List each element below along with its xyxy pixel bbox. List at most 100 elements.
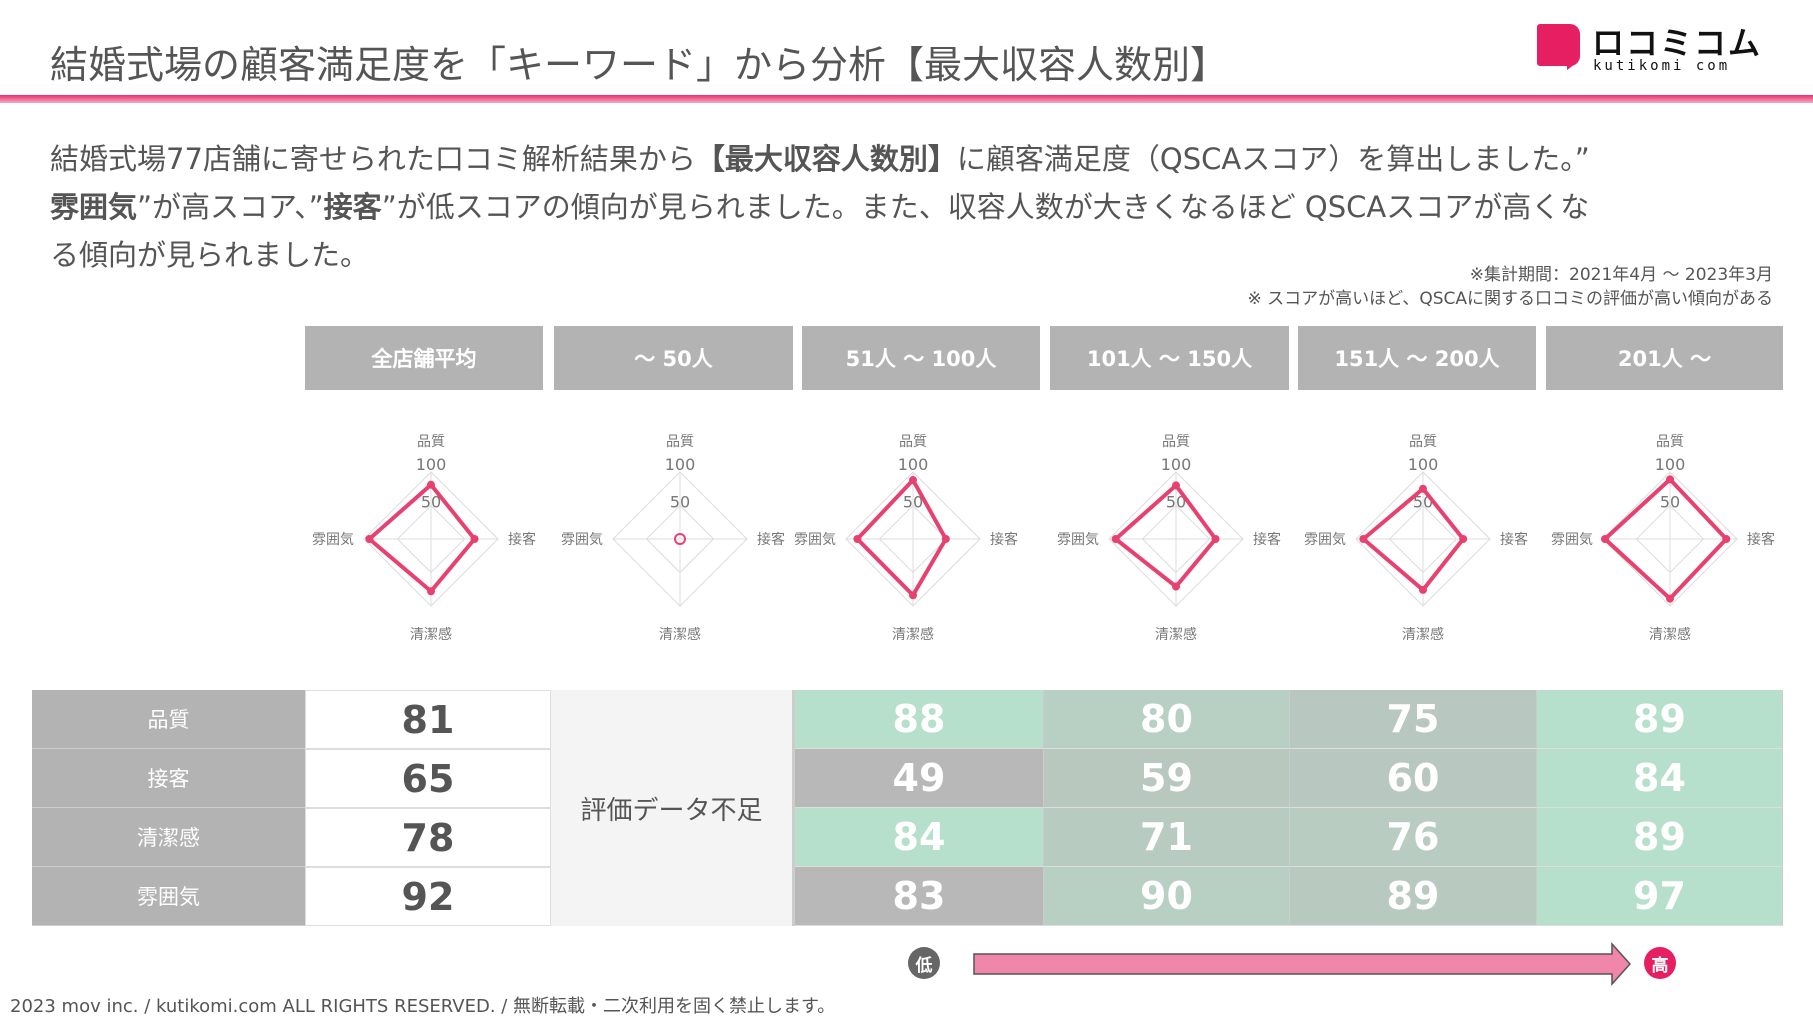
radar-axis-label: 接客: [508, 531, 536, 548]
intro-text: に顧客満足度（QSCAスコア）を算出しました。”: [956, 142, 1590, 176]
column-header: ～ 50人: [554, 326, 793, 390]
score-cell: 75: [1290, 690, 1537, 749]
score-cell: 97: [1537, 867, 1783, 926]
low-badge: 低: [908, 947, 940, 979]
radar-point: [1419, 585, 1427, 594]
radar-tick-label: 50: [1166, 493, 1186, 512]
score-cell: 60: [1290, 749, 1537, 808]
score-cell: 83: [795, 867, 1044, 926]
radar-point: [365, 535, 374, 543]
radar-axis-label: 雰囲気: [1057, 532, 1099, 548]
score-cell: 90: [1044, 867, 1290, 926]
score-cell: 59: [1044, 749, 1290, 808]
intro-text: 結婚式場77店舗に寄せられた口コミ解析結果から: [50, 142, 696, 176]
row-label: 品質: [32, 690, 305, 749]
radar-tick-label: 50: [1660, 493, 1680, 512]
radar-point: [853, 535, 862, 543]
logo-subtext: kutikomi com: [1593, 58, 1731, 74]
radar-point: [1111, 535, 1120, 543]
score-cell: 49: [795, 749, 1044, 808]
score-cell: 89: [1290, 867, 1537, 926]
intro-line-2: 雰囲気”が高スコア、”接客”が低スコアの傾向が見られました。また、収容人数が大き…: [50, 184, 1589, 226]
radar-axis-label: 品質: [1656, 434, 1684, 450]
radar-axis-label: 接客: [757, 531, 785, 548]
radar-series: [855, 478, 948, 598]
note-period: ※集計期間：2021年4月 ～ 2023年3月: [1469, 265, 1773, 285]
footer-copyright: 2023 mov inc. / kutikomi.com ALL RIGHTS …: [10, 996, 836, 1017]
score-cell: 71: [1044, 808, 1290, 867]
average-score: 92: [305, 867, 551, 926]
radar-axis-label: 清潔感: [892, 626, 934, 643]
intro-text: ”が高スコア、”: [137, 190, 324, 224]
row-label: 清潔感: [32, 808, 305, 867]
radar-point: [674, 533, 686, 545]
radar-tick-label: 100: [665, 455, 696, 474]
radar-point: [1172, 582, 1180, 591]
score-cell: 80: [1044, 690, 1290, 749]
radar-point: [1722, 535, 1731, 543]
radar-axis-label: 雰囲気: [794, 532, 836, 548]
radar-point: [909, 591, 917, 600]
no-data-cell: 評価データ不足: [551, 690, 795, 926]
radar-tick-label: 100: [1161, 455, 1192, 474]
radar-axis-label: 品質: [1162, 434, 1190, 450]
average-score: 78: [305, 808, 551, 867]
radar-point: [1666, 475, 1674, 484]
score-cell: 88: [795, 690, 1044, 749]
radar-point: [941, 535, 950, 543]
radar-axis-label: 雰囲気: [1304, 532, 1346, 548]
radar-axis-label: 清潔感: [1649, 626, 1691, 643]
radar-axis-label: 雰囲気: [1551, 532, 1593, 548]
radar-point: [470, 535, 479, 543]
column-header: 101人 ～ 150人: [1050, 326, 1289, 390]
radar-tick-label: 100: [1408, 455, 1439, 474]
score-cell: 89: [1537, 808, 1783, 867]
row-label: 雰囲気: [32, 867, 305, 926]
radar-axis-label: 雰囲気: [312, 532, 354, 548]
radar-tick-label: 50: [903, 493, 923, 512]
column-header: 151人 ～ 200人: [1298, 326, 1536, 390]
radar-axis-label: 品質: [1409, 434, 1437, 450]
score-cell: 84: [795, 808, 1044, 867]
radar-tick-label: 50: [670, 493, 690, 512]
radar-axis-label: 品質: [417, 434, 445, 450]
radar-axis-label: 清潔感: [410, 626, 452, 643]
note-score: ※ スコアが高いほど、QSCAに関する口コミの評価が高い傾向がある: [1247, 289, 1773, 309]
radar-axis-label: 接客: [1500, 531, 1528, 548]
radar-axis-label: 清潔感: [659, 626, 701, 643]
radar-axis-label: 品質: [666, 434, 694, 450]
intro-emphasis: 【最大収容人数別】: [695, 142, 957, 176]
radar-point: [1211, 535, 1220, 543]
radar-tick-label: 100: [1655, 455, 1686, 474]
header-divider: [0, 95, 1813, 103]
radar-axis-label: 清潔感: [1155, 626, 1197, 643]
radar-axis-label: 品質: [899, 434, 927, 450]
column-header: 201人 ～: [1546, 326, 1783, 390]
radar-axis-label: 清潔感: [1402, 626, 1444, 643]
average-score: 81: [305, 690, 551, 749]
intro-text: ”が低スコアの傾向が見られました。また、収容人数が大きくなるほど QSCAスコア…: [381, 190, 1590, 224]
score-cell: 84: [1537, 749, 1783, 808]
radar-axis-label: 雰囲気: [561, 532, 603, 548]
page-title: 結婚式場の顧客満足度を「キーワード」から分析【最大収容人数別】: [50, 43, 1229, 87]
column-header: 51人 ～ 100人: [802, 326, 1040, 390]
radar-axis-label: 接客: [990, 531, 1018, 548]
scale-arrow: [973, 942, 1632, 986]
intro-emphasis: 雰囲気: [50, 190, 138, 224]
radar-point: [1601, 535, 1610, 543]
score-cell: 89: [1537, 690, 1783, 749]
radar-tick-label: 100: [416, 455, 447, 474]
intro-emphasis: 接客: [323, 190, 382, 224]
column-header: 全店舗平均: [305, 326, 543, 390]
logo-icon: [1537, 24, 1580, 70]
radar-point: [1419, 484, 1427, 493]
radar-point: [427, 587, 435, 596]
radar-point: [1359, 535, 1368, 543]
average-score: 65: [305, 749, 551, 808]
high-badge: 高: [1644, 947, 1676, 979]
